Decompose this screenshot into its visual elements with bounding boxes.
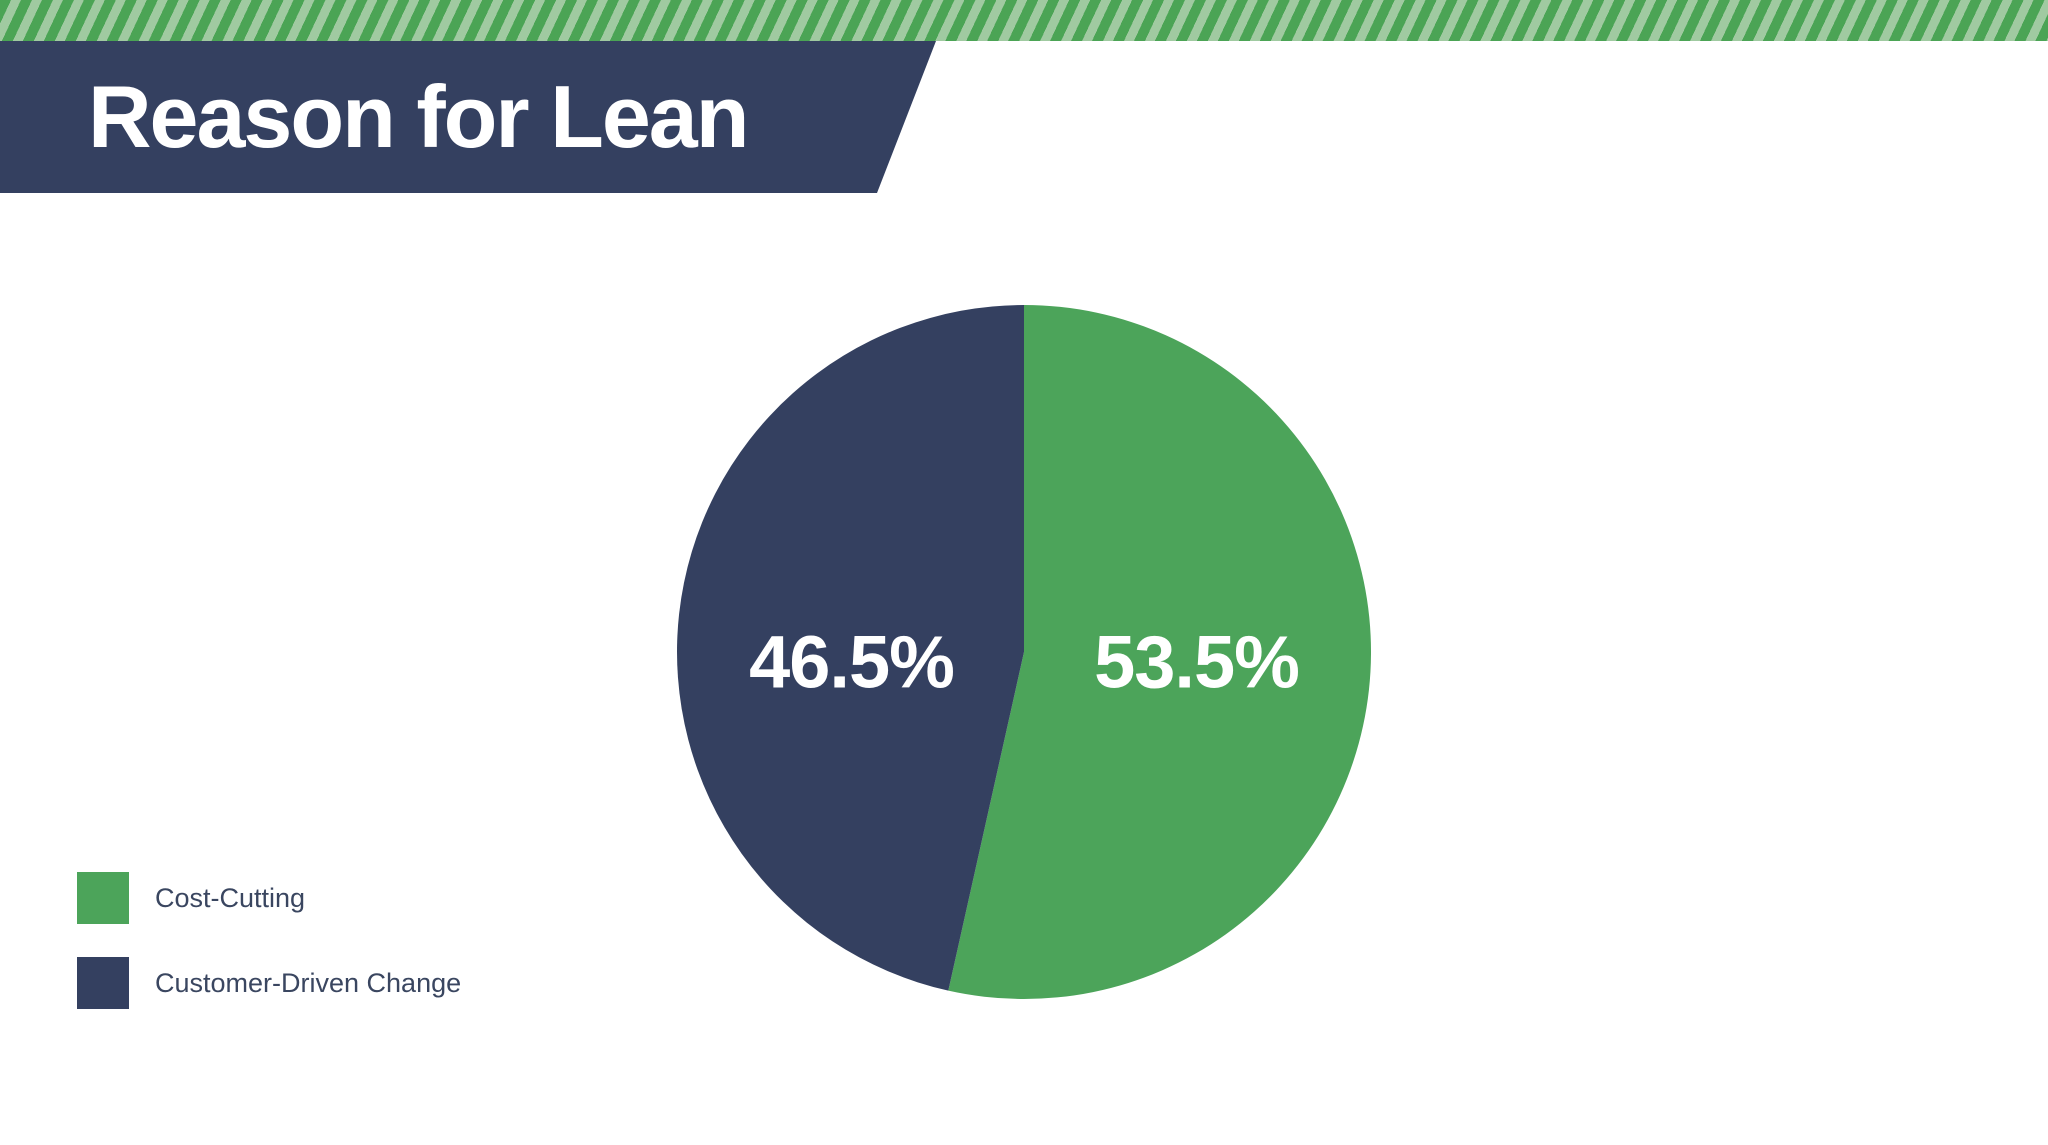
- page-title: Reason for Lean: [88, 67, 749, 166]
- legend-swatch-green: [77, 872, 129, 924]
- pie-slice-cost-cutting: [948, 305, 1372, 999]
- pie-value-label-0: 53.5%: [1094, 621, 1299, 704]
- legend-swatch-navy: [77, 957, 129, 1009]
- striped-accent-bar: [0, 0, 2048, 41]
- title-banner: Reason for Lean: [0, 41, 936, 193]
- pie-value-label-1: 46.5%: [749, 621, 954, 704]
- legend-label-customer-driven-change: Customer-Driven Change: [155, 967, 462, 998]
- pie-chart: 53.5% 46.5%: [677, 305, 1372, 999]
- legend-label-cost-cutting: Cost-Cutting: [155, 882, 306, 913]
- legend-item-cost-cutting: Cost-Cutting: [77, 872, 461, 924]
- pie-slice-customer-driven-change: [677, 305, 1024, 991]
- legend-item-customer-driven-change: Customer-Driven Change: [77, 957, 461, 1009]
- chart-legend: Cost-Cutting Customer-Driven Change: [77, 872, 461, 1042]
